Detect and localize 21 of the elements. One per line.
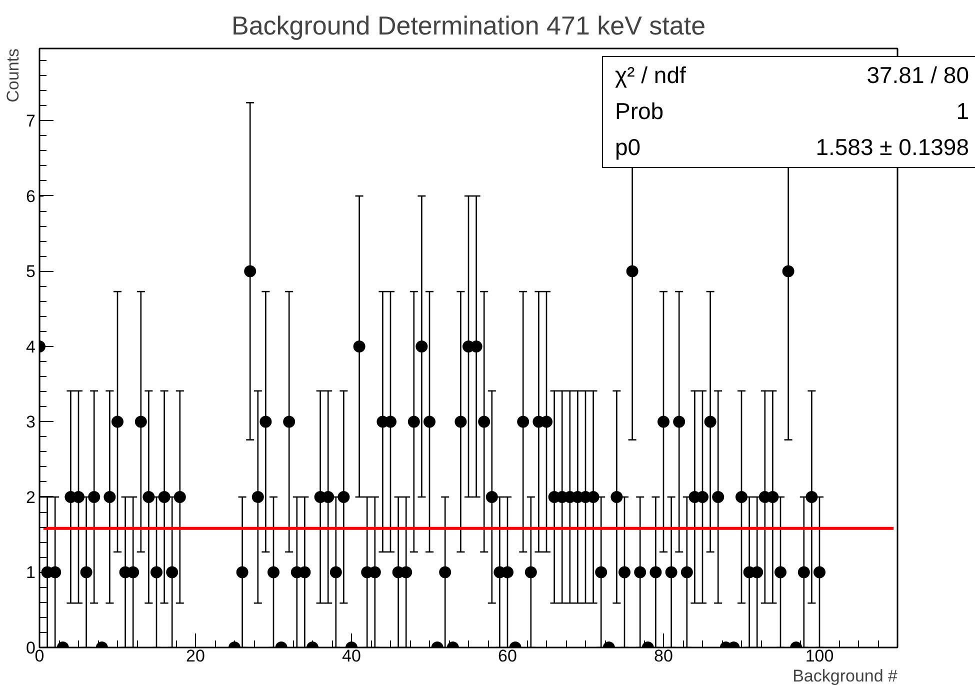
annotation: 1.583 ± 0.1398 [814,133,970,162]
x-axis-title: Background # [792,666,898,685]
text: 1 [955,97,970,126]
x-tick-label: 60 [498,646,517,666]
y-tick-label: 2 [26,488,36,507]
annotation: χ² / ndf [614,61,687,90]
x-tick-label: 80 [654,646,673,666]
y-tick-label: 3 [26,412,36,432]
y-tick-label: 7 [26,112,36,131]
y-tick-label: 6 [26,186,36,206]
x-tick-label: 20 [186,646,205,666]
annotation: 37.81 / 80 [866,61,970,90]
y-tick-label: 4 [26,337,36,356]
annotation: Prob [614,97,665,126]
x-tick-label: 40 [342,646,361,666]
y-tick-label: 5 [26,262,36,282]
y-tick-label: 1 [26,563,36,582]
chart-title: Background Determination 471 keV state [231,10,706,40]
x-tick-label: 100 [805,646,834,666]
annotation: p0 [614,133,642,162]
y-axis-title: Counts [4,48,22,102]
